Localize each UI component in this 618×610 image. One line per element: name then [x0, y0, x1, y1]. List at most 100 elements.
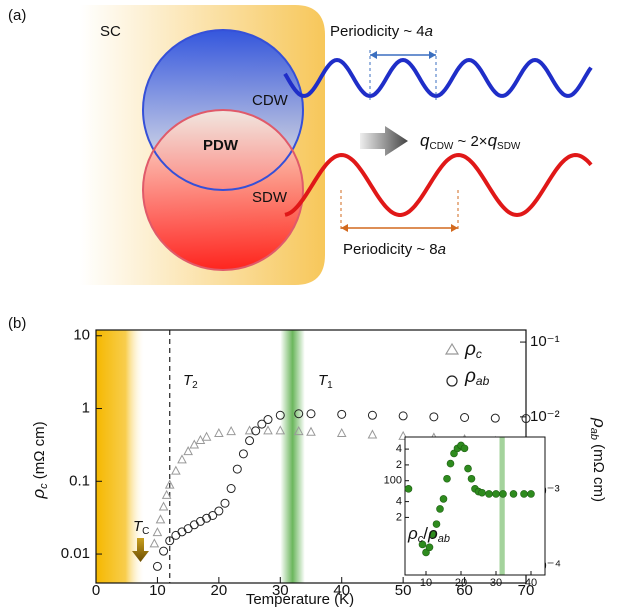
data-point [398, 411, 408, 421]
data-point [521, 414, 531, 424]
legend-entry: ρc [464, 339, 482, 361]
inset-x-tick-label: 20 [455, 577, 467, 589]
inset-band [499, 437, 505, 575]
data-point [183, 524, 193, 534]
x-tick-label: 70 [518, 582, 535, 599]
data-point [177, 454, 187, 464]
sdw-label: SDW [252, 189, 288, 206]
x-tick-label: 0 [92, 582, 100, 599]
data-point [195, 516, 205, 526]
data-point [152, 561, 162, 571]
inset-point [446, 459, 455, 468]
legend-entry: ρab [464, 366, 490, 388]
data-point [161, 489, 172, 499]
relation: qCDW ~ 2×qSDW [420, 131, 521, 151]
data-point [306, 409, 316, 419]
tc-arrow [132, 538, 149, 562]
data-point [245, 436, 255, 446]
y-tick-label: 0.01 [61, 545, 90, 562]
data-point [155, 514, 166, 524]
inset-point [467, 474, 476, 483]
x-tick-label: 50 [395, 582, 412, 599]
sdw-wave [284, 152, 593, 218]
y2-axis-title: ρab (mΩ cm) [588, 417, 608, 502]
data-point [189, 439, 200, 449]
data-point [226, 426, 236, 436]
data-point [201, 431, 212, 441]
x-tick-label: 20 [211, 582, 228, 599]
data-point [336, 427, 347, 438]
panel-label: (a) [8, 7, 26, 24]
data-point [164, 479, 175, 489]
inset-x-tick-label: 40 [525, 577, 537, 589]
y-tick-label: 10 [73, 327, 90, 344]
data-point [367, 429, 378, 439]
data-point [429, 412, 439, 422]
inset-point [460, 444, 469, 453]
cdw-outline [142, 29, 304, 191]
period-top: Periodicity ~ 4a [330, 23, 433, 40]
sdw-outline [142, 109, 304, 271]
data-point [263, 425, 273, 435]
inset-y-tick-label: 2 [396, 511, 402, 523]
arrowheads [370, 51, 436, 59]
cdw-label: CDW [252, 92, 289, 109]
legend-marker [444, 342, 460, 355]
inset-point [443, 474, 451, 483]
x-tick-label: 40 [333, 582, 350, 599]
data-point [149, 538, 160, 548]
x-axis-title: Temperature (K) [246, 591, 354, 608]
inset-y-tick-label: 4 [396, 496, 402, 508]
period-bottom: Periodicity ~ 8a [343, 241, 446, 258]
inset-y-tick-label: 4 [396, 443, 402, 455]
data-point [214, 427, 224, 438]
inset-point [509, 490, 518, 498]
inset-y-tick-label: 100 [384, 475, 402, 487]
y-tick-label: 0.1 [69, 472, 90, 489]
data-point [398, 430, 408, 440]
data-point [202, 513, 212, 523]
data-point [294, 409, 304, 419]
inset-x-tick-label: 30 [490, 577, 502, 589]
inset-point [422, 548, 430, 557]
panel-a: (a) SC CDW PDW SDW Periodicity ~ 4a qCDW… [8, 5, 593, 285]
inset-point [520, 490, 528, 498]
inset-point [499, 490, 507, 498]
x-tick-label: 10 [149, 582, 166, 599]
inset-point [404, 485, 413, 493]
inset-point [425, 543, 434, 552]
inset-point [418, 540, 427, 549]
data-point [177, 527, 187, 537]
inset-point [485, 490, 493, 498]
data-point [183, 446, 193, 456]
cdw-wave [283, 57, 593, 98]
data-point [171, 465, 181, 475]
data-point [220, 498, 230, 508]
relation-arrow [360, 126, 408, 156]
data-point [275, 410, 285, 420]
y-axis-title: ρc (mΩ cm) [29, 421, 49, 499]
data-point [214, 506, 224, 516]
data-point [232, 464, 242, 474]
tc-label: TC [133, 518, 149, 537]
data-point [238, 449, 248, 459]
inset-point [478, 488, 486, 497]
inset-point [429, 530, 437, 538]
data-point [306, 426, 316, 436]
highlight-band [96, 330, 146, 583]
data-point [226, 484, 236, 494]
inset-point [439, 495, 448, 503]
data-point [337, 409, 347, 419]
data-point [159, 546, 169, 556]
legend-marker [446, 375, 458, 387]
inset-point [527, 490, 535, 498]
data-point [171, 530, 181, 540]
data-point [158, 501, 169, 511]
panel-b: Temperature (K) ρc (mΩ cm) ρab (mΩ cm) T… [29, 327, 608, 608]
x-tick-label: 60 [456, 582, 473, 599]
y2-tick-label: 10⁻¹ [530, 333, 560, 350]
data-point [460, 413, 470, 423]
sc-label: SC [100, 23, 121, 40]
